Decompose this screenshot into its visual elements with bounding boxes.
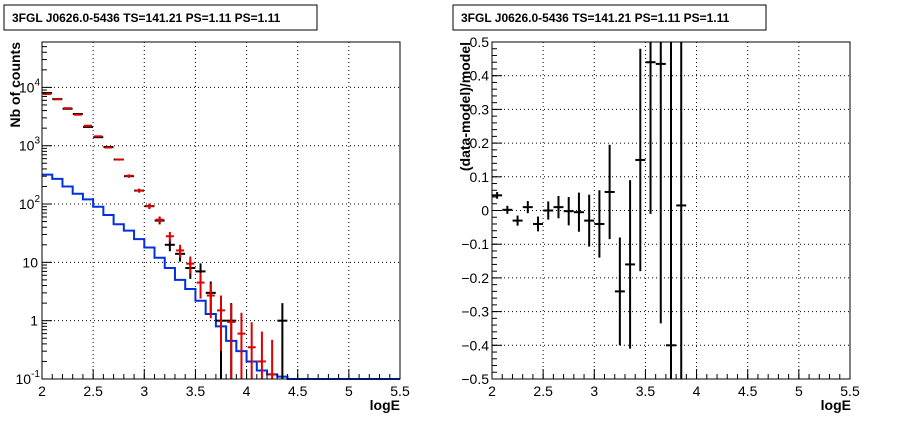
right-x-tick-label: 4.5 [738, 383, 758, 399]
left-x-tick-label: 2 [38, 383, 46, 399]
left-x-tick-label: 5.5 [390, 383, 410, 399]
right-y-tick-label: −0.1 [461, 236, 489, 252]
right-x-tick-label: 2 [488, 383, 496, 399]
left-title-box [3, 4, 318, 31]
right-x-tick-label: 5.5 [840, 383, 860, 399]
left-plot-frame [41, 41, 401, 380]
right-y-tick-label: 0 [481, 203, 489, 219]
right-y-axis-title: (data-model)/model [457, 42, 473, 171]
right-panel: 3FGL J0626.0-5436 TS=141.21 PS=1.11 PS=1… [452, 4, 860, 413]
left-grid [42, 42, 400, 379]
left-x-tick-label: 3.5 [186, 383, 206, 399]
right-y-tick-label: −0.4 [461, 337, 489, 353]
left-y-tick-label: 10-1 [16, 369, 41, 387]
left-ticks: 2 2.5 3 3.5 4 4.5 5 5.5 10-1 1 10 102 103 104 [16, 41, 410, 399]
left-x-tick-label: 3 [140, 383, 148, 399]
right-y-tick-label: 0.3 [470, 101, 490, 117]
right-ticks: 2 2.5 3 3.5 4 4.5 5 5.5 −0.5 −0.4 −0.3 −0.2 −0.1 0 0.1… [461, 34, 860, 399]
left-x-tick-label: 2.5 [83, 383, 103, 399]
right-y-tick-label: 0.5 [470, 34, 490, 50]
left-y-tick-label: 1 [30, 313, 38, 329]
left-panel: 3FGL J0626.0-5436 TS=141.21 PS=1.11 PS=1… [3, 4, 410, 413]
right-y-tick-label: −0.5 [461, 371, 489, 387]
right-x-tick-label: 3 [590, 383, 598, 399]
right-x-tick-label: 2.5 [533, 383, 553, 399]
right-x-tick-label: 3.5 [636, 383, 656, 399]
left-x-tick-label: 5 [345, 383, 353, 399]
left-source-model-step-line [42, 173, 400, 380]
left-x-axis-title: logE [370, 397, 400, 413]
right-y-tick-label: −0.2 [461, 270, 489, 286]
left-y-axis-title: Nb of counts [7, 42, 23, 128]
left-x-tick-label: 4.5 [288, 383, 308, 399]
left-y-tick-label: 103 [19, 136, 41, 154]
right-y-tick-label: 0.4 [470, 68, 490, 84]
right-x-tick-label: 4 [693, 383, 701, 399]
left-y-tick-label: 102 [19, 194, 41, 212]
right-y-tick-label: 0.2 [470, 135, 490, 151]
left-chart-title: 3FGL J0626.0-5436 TS=141.21 PS=1.11 PS=1… [12, 11, 281, 25]
right-chart-title: 3FGL J0626.0-5436 TS=141.21 PS=1.11 PS=1… [461, 11, 730, 25]
left-x-tick-label: 4 [243, 383, 251, 399]
right-grid [492, 42, 850, 379]
right-y-tick-label: 0.1 [470, 169, 490, 185]
right-series [492, 42, 687, 379]
left-y-tick-label: 104 [19, 77, 41, 95]
right-x-tick-label: 5 [795, 383, 803, 399]
right-y-tick-label: −0.3 [461, 304, 489, 320]
left-series [42, 92, 400, 380]
left-y-tick-label: 10 [22, 254, 38, 270]
right-x-axis-title: logE [821, 397, 851, 413]
right-title-box [452, 4, 767, 31]
